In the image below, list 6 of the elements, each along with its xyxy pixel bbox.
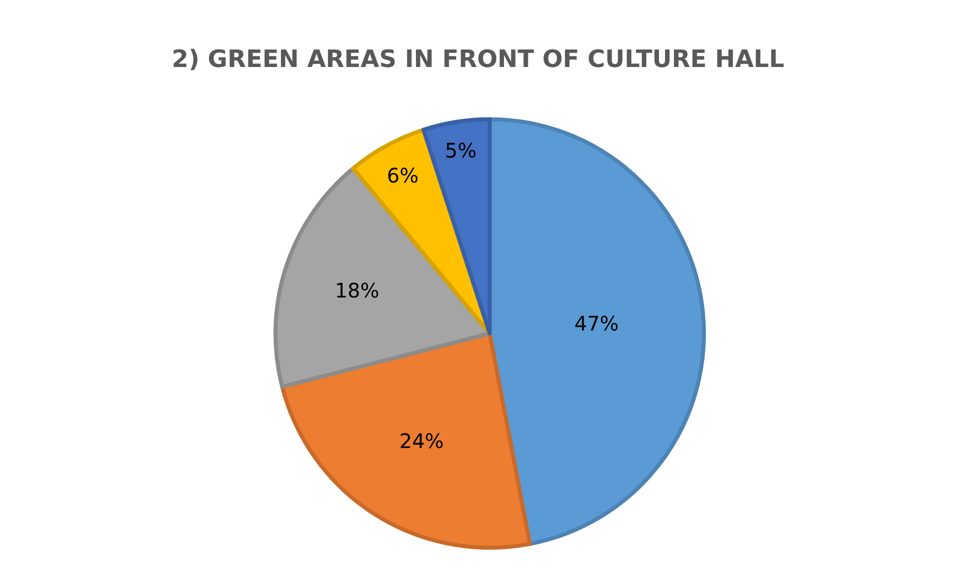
chart-title: 2) GREEN AREAS IN FRONT OF CULTURE HALL [172, 45, 784, 73]
data-label: 24% [399, 428, 444, 453]
data-label: 18% [334, 278, 380, 302]
data-label: 6% [386, 163, 419, 188]
data-label: 5% [444, 138, 477, 162]
data-label: 47% [574, 311, 619, 336]
